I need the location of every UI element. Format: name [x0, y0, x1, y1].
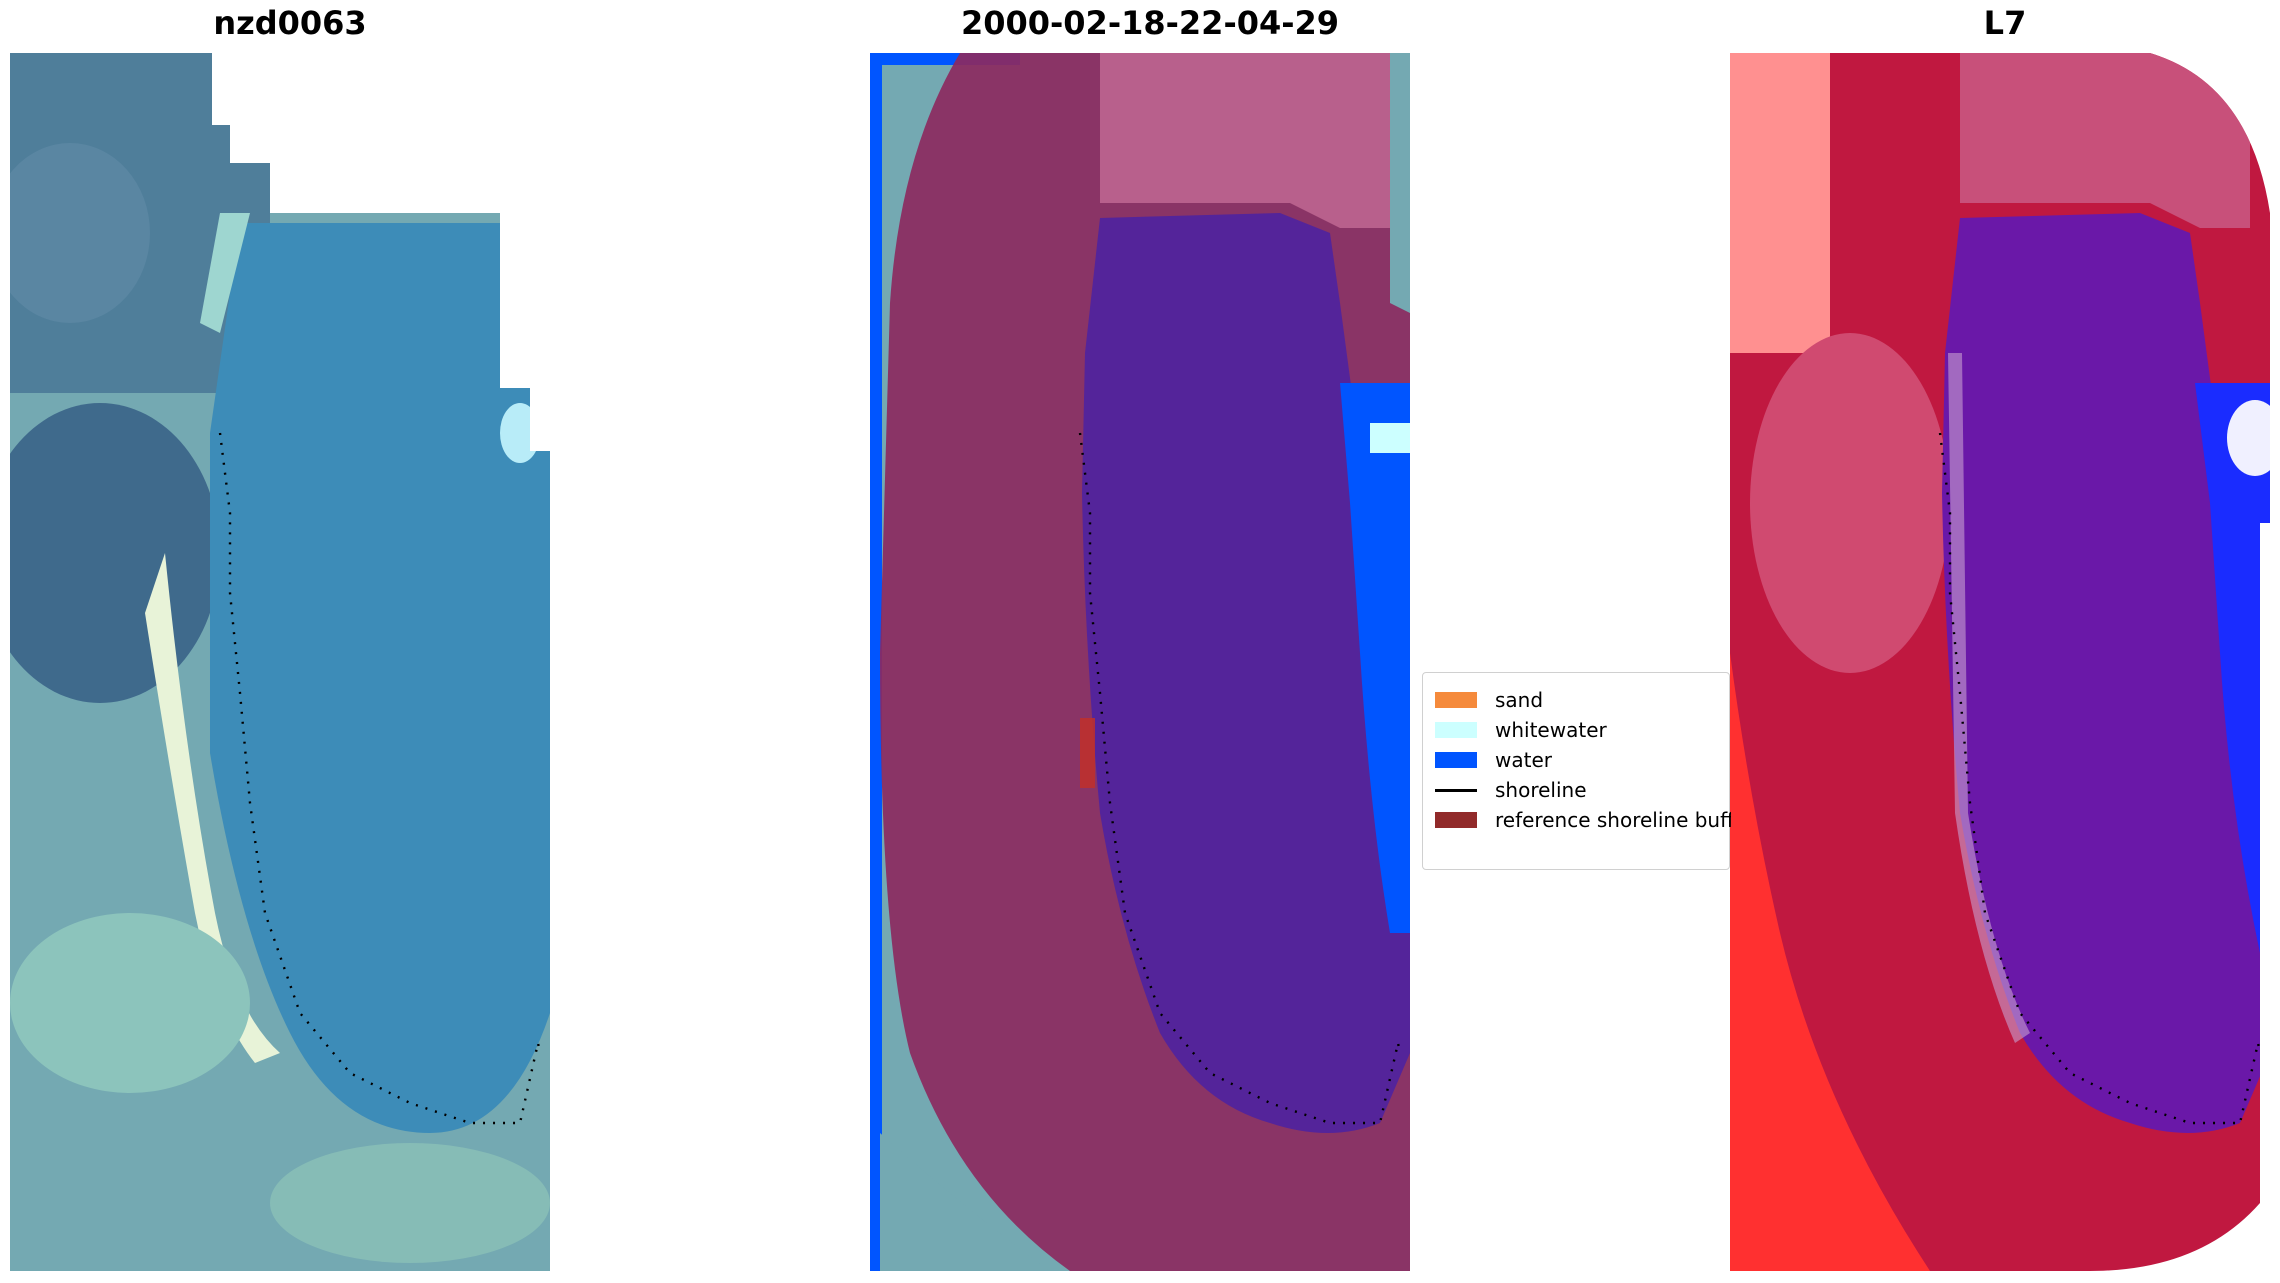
classification-image: [870, 53, 1410, 1271]
legend-item-water: water: [1435, 747, 1552, 773]
panel-title-satellite: L7: [1983, 4, 2027, 42]
legend-swatch-whitewater: [1435, 722, 1477, 738]
legend-item-whitewater: whitewater: [1435, 717, 1607, 743]
index-image: [1730, 53, 2270, 1271]
legend-swatch-reference-buffer: [1435, 812, 1477, 828]
legend-label-reference-buffer: reference shoreline buffer: [1495, 808, 1731, 832]
legend-swatch-sand: [1435, 692, 1477, 708]
shoreline-dotted-1: [218, 432, 542, 1125]
legend: sand whitewater water shoreline referenc…: [1422, 672, 1731, 870]
legend-item-sand: sand: [1435, 687, 1543, 713]
legend-swatch-water: [1435, 752, 1477, 768]
legend-item-shoreline: shoreline: [1435, 777, 1587, 803]
shoreline-dotted-2: [1078, 432, 1402, 1125]
legend-label-water: water: [1495, 748, 1552, 772]
panel-title-date: 2000-02-18-22-04-29: [960, 4, 1340, 42]
rgb-image: [10, 53, 550, 1271]
legend-label-whitewater: whitewater: [1495, 718, 1607, 742]
legend-label-sand: sand: [1495, 688, 1544, 712]
shoreline-dotted-3: [1938, 432, 2262, 1125]
legend-item-reference-buffer: reference shoreline buffer: [1435, 807, 1731, 833]
legend-label-shoreline: shoreline: [1495, 778, 1587, 802]
legend-line-shoreline: [1435, 788, 1477, 792]
panel-title-rgb: nzd0063: [213, 4, 367, 42]
